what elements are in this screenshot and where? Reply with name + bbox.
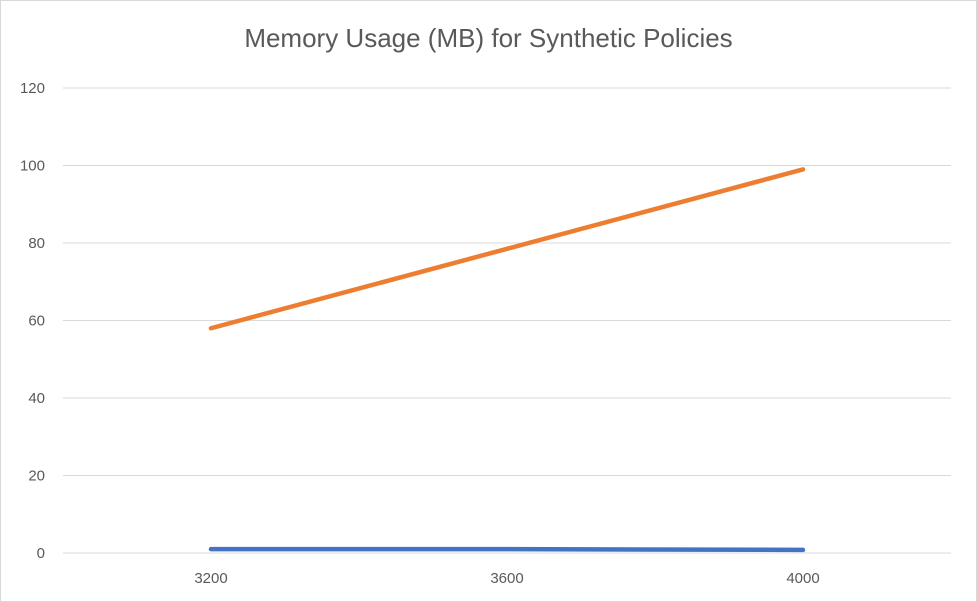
series-lines [208,167,806,553]
x-tick-label: 3600 [490,570,523,587]
x-tick-label: 3200 [194,570,227,587]
y-tick-label: 40 [28,390,45,407]
y-axis-ticks: 0 20 40 60 80 100 120 [20,80,45,562]
x-axis-ticks: 3200 3600 4000 [194,570,819,587]
y-tick-label: 100 [20,158,45,175]
y-tick-label: 120 [20,80,45,97]
series-line-2 [208,546,806,553]
y-tick-label: 60 [28,313,45,330]
gridlines [63,87,951,554]
y-tick-label: 0 [37,545,45,562]
x-tick-label: 4000 [786,570,819,587]
y-tick-label: 20 [28,468,45,485]
y-tick-label: 80 [28,235,45,252]
series-line-1 [208,167,806,331]
chart-title: Memory Usage (MB) for Synthetic Policies [244,23,733,53]
